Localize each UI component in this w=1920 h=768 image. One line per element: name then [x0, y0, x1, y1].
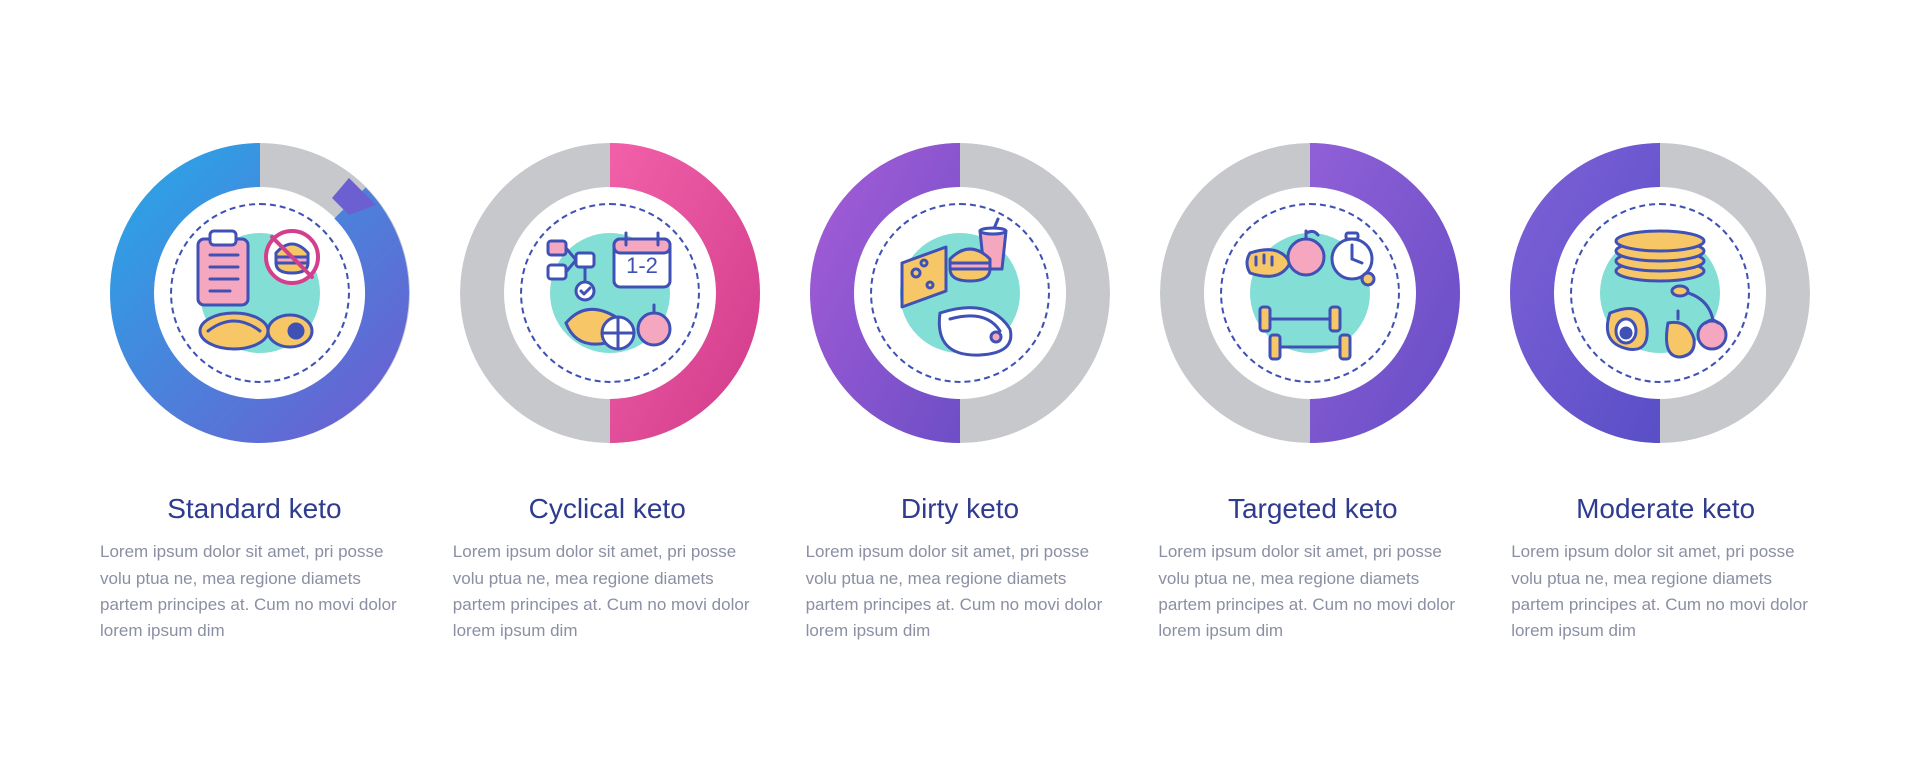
item-body: Lorem ipsum dolor sit amet, pri posse vo… — [1511, 539, 1820, 644]
text-col-3: Dirty keto Lorem ipsum dolor sit amet, p… — [806, 493, 1115, 644]
keto-icon-2: 1-2 — [530, 213, 690, 373]
rings-row: 1-2 — [100, 123, 1820, 463]
item-title: Standard keto — [100, 493, 409, 525]
text-col-4: Targeted keto Lorem ipsum dolor sit amet… — [1158, 493, 1467, 644]
ring-1 — [110, 143, 410, 443]
inner-disc: 1-2 — [510, 193, 710, 393]
inner-disc — [1560, 193, 1760, 393]
item-body: Lorem ipsum dolor sit amet, pri posse vo… — [100, 539, 409, 644]
keto-icon-1 — [180, 213, 340, 373]
item-title: Dirty keto — [806, 493, 1115, 525]
ring-3 — [810, 143, 1110, 443]
infographic-wrapper: 1-2 — [100, 123, 1820, 644]
keto-icon-3 — [880, 213, 1040, 373]
text-col-2: Cyclical keto Lorem ipsum dolor sit amet… — [453, 493, 762, 644]
item-title: Cyclical keto — [453, 493, 762, 525]
item-body: Lorem ipsum dolor sit amet, pri posse vo… — [806, 539, 1115, 644]
svg-text:1-2: 1-2 — [626, 253, 658, 278]
item-title: Moderate keto — [1511, 493, 1820, 525]
text-row: Standard keto Lorem ipsum dolor sit amet… — [100, 493, 1820, 644]
item-body: Lorem ipsum dolor sit amet, pri posse vo… — [1158, 539, 1467, 644]
ring-5 — [1510, 143, 1810, 443]
keto-icon-5 — [1580, 213, 1740, 373]
inner-disc — [160, 193, 360, 393]
ring-4 — [1160, 143, 1460, 443]
inner-disc — [860, 193, 1060, 393]
item-body: Lorem ipsum dolor sit amet, pri posse vo… — [453, 539, 762, 644]
ring-2: 1-2 — [460, 143, 760, 443]
keto-icon-4 — [1230, 213, 1390, 373]
text-col-1: Standard keto Lorem ipsum dolor sit amet… — [100, 493, 409, 644]
inner-disc — [1210, 193, 1410, 393]
text-col-5: Moderate keto Lorem ipsum dolor sit amet… — [1511, 493, 1820, 644]
item-title: Targeted keto — [1158, 493, 1467, 525]
